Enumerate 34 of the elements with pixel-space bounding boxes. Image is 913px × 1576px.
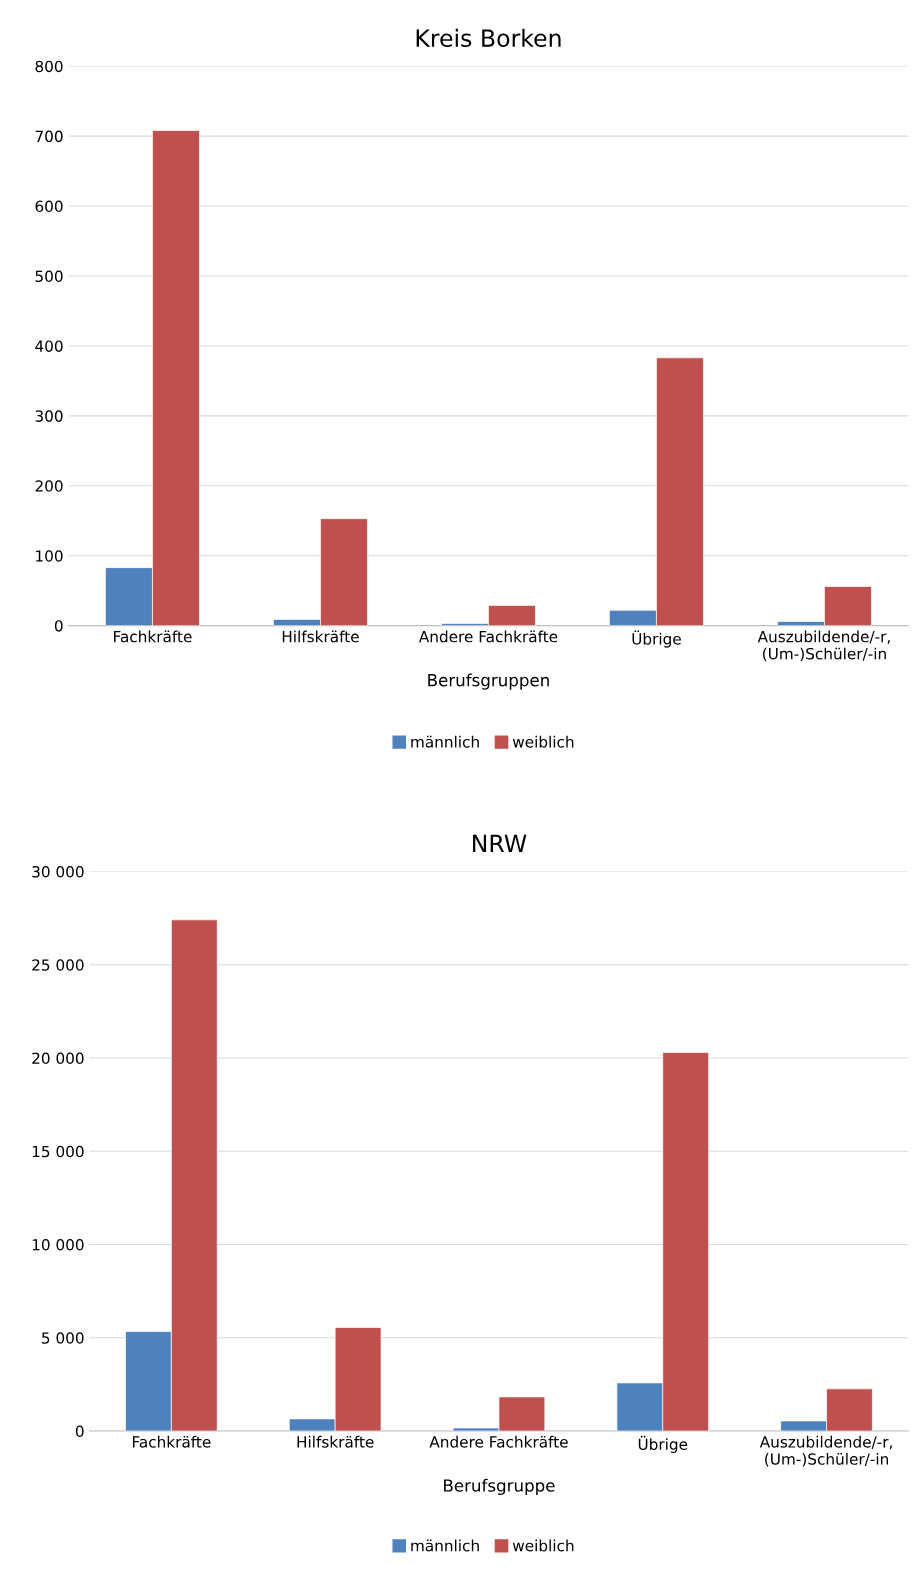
x-tick-label: Fachkräfte: [132, 1435, 211, 1448]
y-tick-label: 15 000: [32, 1145, 84, 1158]
x-tick-label: Übrige: [632, 630, 681, 648]
y-tick-label: 100: [36, 550, 63, 562]
y-tick-label: 0: [54, 620, 63, 632]
y-tick-label: 30 000: [32, 865, 84, 878]
x-tick-label: Auszubildende/-r, (Um-)Schüler/-in: [757, 630, 890, 662]
y-tick-label: 10 000: [32, 1238, 84, 1251]
x-tick-label: Auszubildende/-r, (Um-)Schüler/-in: [759, 1435, 892, 1467]
y-tick-label: 20 000: [32, 1052, 84, 1065]
y-tick-label: 700: [35, 130, 63, 143]
x-tick-label: Übrige: [638, 1435, 688, 1453]
legend-label: männlich: [411, 1539, 479, 1552]
y-tick-label: 600: [35, 200, 63, 213]
y-tick-label: 500: [35, 270, 63, 283]
chart-title: NRW: [473, 834, 527, 853]
x-tick-label: Andere Fachkräfte: [429, 1435, 568, 1448]
legend-label: weiblich: [512, 735, 574, 748]
legend-label: männlich: [411, 735, 479, 748]
y-tick-label: 200: [35, 480, 63, 492]
x-tick-label: Andere Fachkräfte: [418, 630, 558, 643]
legend-label: weiblich: [512, 1539, 574, 1552]
y-tick-label: 400: [35, 340, 63, 352]
x-tick-label: Fachkräfte: [114, 630, 192, 643]
x-axis-title: Berufsgruppen: [428, 673, 549, 690]
x-tick-label: Hilfskräfte: [297, 1435, 374, 1448]
y-tick-label: 25 000: [32, 959, 84, 971]
chart-title: Kreis Borken: [416, 28, 561, 48]
x-tick-label: Hilfskräfte: [282, 630, 359, 643]
y-tick-label: 800: [35, 60, 63, 73]
y-tick-label: 5 000: [42, 1332, 84, 1344]
y-tick-label: 300: [35, 410, 63, 422]
y-tick-label: 0: [75, 1425, 84, 1438]
x-axis-title: Berufsgruppe: [444, 1478, 555, 1495]
